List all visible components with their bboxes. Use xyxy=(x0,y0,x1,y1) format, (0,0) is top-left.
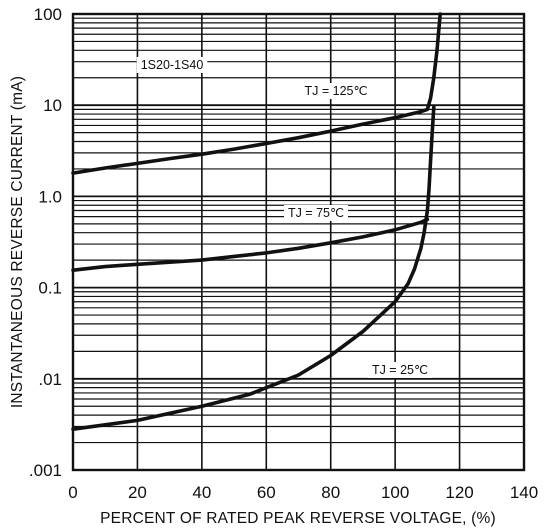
plot-area-frame xyxy=(71,12,526,472)
y-tick-label: .001 xyxy=(29,461,62,480)
series-label-3-bg xyxy=(367,362,433,378)
tick-label-layer: 0 20 40 60 80 100 120 140 .001 .01 0.1 1.0 10 100 xyxy=(29,5,538,502)
series-label-3: TJ = 25℃ xyxy=(372,363,428,377)
series-label-2-bg xyxy=(283,205,349,221)
x-axis-label: PERCENT OF RATED PEAK REVERSE VOLTAGE, (… xyxy=(100,510,496,527)
x-tick-label: 0 xyxy=(68,483,77,502)
series-label-1: TJ = 125℃ xyxy=(304,84,367,98)
series-layer xyxy=(71,12,442,431)
annotation-layer: 1S20-1S40 TJ = 125℃ TJ = 75℃ TJ = 25℃ xyxy=(136,57,433,378)
y-tick-label: 100 xyxy=(34,5,62,24)
series-line-3 xyxy=(71,105,436,431)
series-line-1 xyxy=(71,12,442,175)
series-line-2 xyxy=(71,217,430,272)
chart-grid xyxy=(73,14,524,470)
x-tick-label: 120 xyxy=(445,483,473,502)
x-tick-label: 60 xyxy=(257,483,276,502)
y-tick-label: 0.1 xyxy=(38,279,62,298)
x-tick-label: 80 xyxy=(321,483,340,502)
series-label-1-bg xyxy=(300,83,372,99)
y-tick-label: 1.0 xyxy=(38,187,62,206)
part-number-label-bg xyxy=(136,57,208,73)
x-tick-label: 100 xyxy=(381,483,409,502)
x-tick-label: 20 xyxy=(128,483,147,502)
x-tick-label: 140 xyxy=(510,483,538,502)
y-tick-label: .01 xyxy=(38,370,62,389)
part-number-label: 1S20-1S40 xyxy=(141,58,204,72)
x-tick-label: 40 xyxy=(192,483,211,502)
y-axis-label: INSTANTANEOUS REVERSE CURRENT (mA) xyxy=(9,76,26,408)
y-tick-label: 10 xyxy=(43,96,62,115)
series-label-2: TJ = 75℃ xyxy=(288,206,344,220)
